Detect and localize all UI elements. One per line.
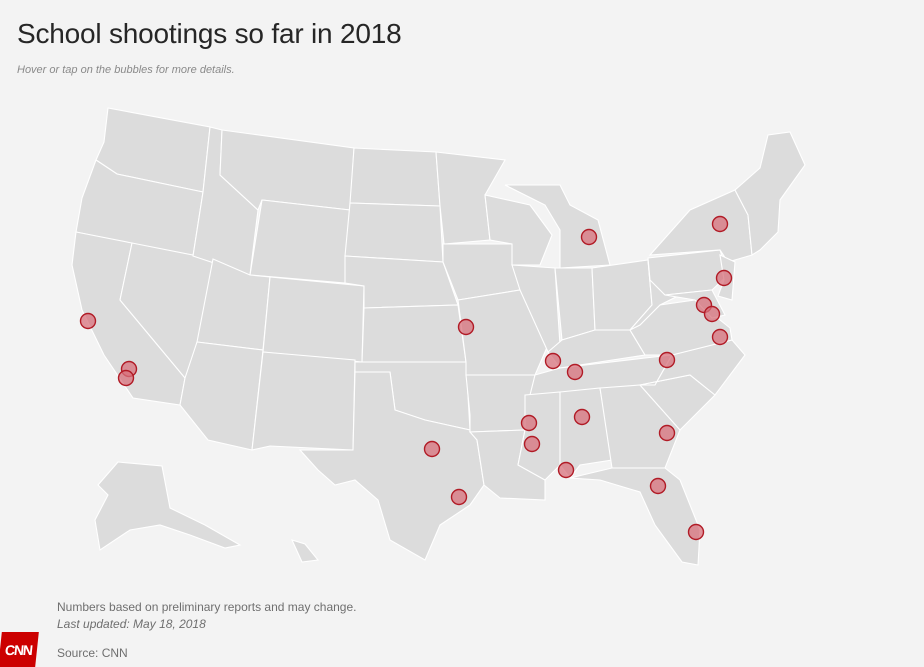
incident-bubble[interactable] [423, 440, 441, 458]
map-title: School shootings so far in 2018 [17, 18, 402, 49]
state-hi [290, 539, 320, 563]
incident-bubble[interactable] [703, 305, 721, 323]
state-wi [484, 194, 553, 266]
incident-bubble[interactable] [573, 408, 591, 426]
incident-bubble[interactable] [711, 215, 729, 233]
incident-bubble[interactable] [117, 369, 135, 387]
incident-bubble[interactable] [457, 318, 475, 336]
cnn-logo: CNN [0, 632, 39, 667]
incident-bubble[interactable] [520, 414, 538, 432]
state-tx [298, 371, 485, 561]
incident-bubble[interactable] [566, 363, 584, 381]
incident-bubble[interactable] [557, 461, 575, 479]
state-co [262, 276, 365, 363]
state-fl [569, 467, 701, 566]
incident-bubble[interactable] [544, 352, 562, 370]
incident-bubble[interactable] [580, 228, 598, 246]
footer-updated: Last updated: May 18, 2018 [57, 617, 206, 631]
state-az [179, 341, 264, 451]
state-ak [94, 461, 242, 551]
incident-bubble[interactable] [658, 424, 676, 442]
incident-bubble[interactable] [715, 269, 733, 287]
state-new-england [734, 131, 806, 256]
incident-bubble[interactable] [450, 488, 468, 506]
state-nd [349, 147, 441, 207]
map-subtitle: Hover or tap on the bubbles for more det… [17, 64, 235, 76]
state-pa [647, 249, 729, 296]
footer-note: Numbers based on preliminary reports and… [57, 600, 357, 614]
incident-bubble[interactable] [658, 351, 676, 369]
incident-bubble[interactable] [523, 435, 541, 453]
footer-source: Source: CNN [57, 646, 128, 660]
state-sd [344, 202, 444, 263]
incident-bubble[interactable] [649, 477, 667, 495]
incident-bubble[interactable] [79, 312, 97, 330]
state-wy [249, 199, 351, 284]
incident-bubbles [79, 215, 733, 541]
state-ks [361, 304, 467, 363]
state-nm [251, 351, 356, 451]
incident-bubble[interactable] [711, 328, 729, 346]
states-layer [71, 107, 806, 566]
incident-bubble[interactable] [687, 523, 705, 541]
state-ny [648, 189, 753, 263]
state-ga [599, 384, 681, 469]
state-in [554, 267, 596, 341]
